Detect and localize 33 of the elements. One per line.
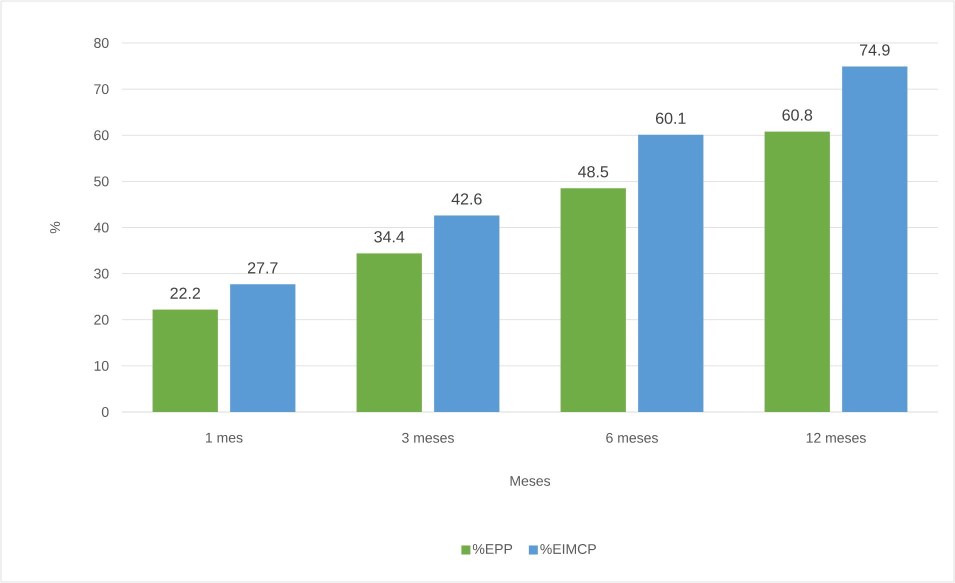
y-tick-label: 30 — [94, 268, 109, 279]
y-tick-label: 60 — [94, 130, 109, 140]
data-label: 60.1 — [656, 112, 686, 124]
data-label: 22.2 — [170, 288, 200, 299]
bar — [764, 132, 830, 412]
data-label: 74.9 — [860, 44, 890, 56]
y-tick-label: 0 — [102, 407, 109, 417]
bar — [842, 66, 908, 412]
legend-label: %EIMCP — [540, 544, 596, 554]
bar — [356, 253, 422, 412]
bar — [434, 216, 500, 412]
y-tick-label: 40 — [94, 222, 109, 232]
x-tick-label: 3 meses — [402, 432, 454, 443]
x-tick-label: 1 mes — [206, 432, 243, 443]
y-tick-label: 80 — [94, 38, 109, 48]
data-label: 27.7 — [248, 262, 278, 274]
data-label: 48.5 — [578, 166, 608, 178]
y-axis-title: % — [50, 222, 60, 234]
data-label: 42.6 — [452, 193, 482, 205]
y-tick-label: 20 — [94, 314, 109, 325]
bar — [638, 134, 704, 412]
x-tick-label: 6 meses — [606, 432, 658, 443]
x-axis-title: Meses — [510, 476, 550, 486]
bar — [560, 188, 626, 412]
y-tick-label: 10 — [94, 360, 109, 371]
y-tick-label: 50 — [94, 176, 109, 186]
x-tick-label: 12 meses — [806, 432, 866, 443]
bar — [230, 284, 296, 412]
bar — [152, 310, 218, 412]
y-tick-label: 70 — [94, 84, 109, 94]
data-label: 60.8 — [782, 109, 812, 121]
data-label: 34.4 — [374, 231, 404, 242]
legend-label: %EPP — [472, 544, 512, 554]
